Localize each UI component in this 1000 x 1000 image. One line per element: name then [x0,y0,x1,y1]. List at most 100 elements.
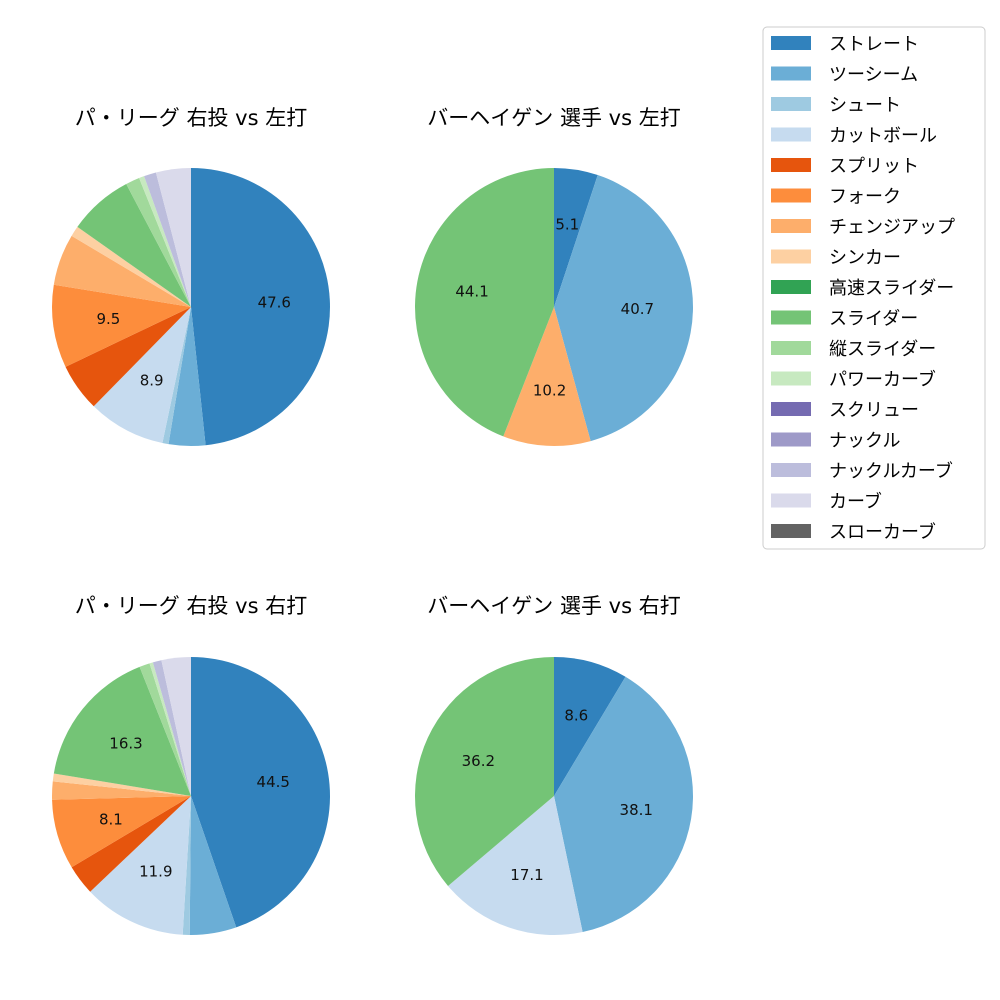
pie-slice-label: 11.9 [139,863,172,881]
pie-charts: パ・リーグ 右投 vs 左打 47.6 8.9 9.5 バーヘイゲン 選手 vs 左打 5… [51,106,694,936]
legend-label: ナックルカーブ [829,460,953,482]
legend-label: カットボール [829,126,937,147]
pie-chart-3: パ・リーグ 右投 vs 右打 44.5 11.9 8.1 16.3 [51,594,331,935]
pie-slice [90,796,191,935]
legend-item: スプリット [771,156,919,177]
pie-slice-label: 8.9 [140,372,164,390]
legend-swatch [771,127,811,142]
pie-slice [161,657,191,796]
pie-slice [52,796,192,868]
legend-swatch [771,249,811,264]
pie-slice-label: 44.5 [257,773,290,791]
legend-swatch [771,66,811,81]
legend: ストレートツーシームシュートカットボールスプリットフォークチェンジアップシンカー… [762,26,986,550]
legend-items: ストレートツーシームシュートカットボールスプリットフォークチェンジアップシンカー… [771,34,955,543]
pie-slice [168,307,206,446]
legend-label: スクリュー [829,400,919,421]
pie-slice [152,660,191,796]
pie-slice [554,657,626,796]
legend-label: ツーシーム [829,65,918,86]
legend-label: シンカー [829,248,901,269]
legend-item: フォーク [771,187,901,208]
pie-slice [191,657,331,928]
legend-label: 高速スライダー [829,278,954,299]
pie-slice-label: 16.3 [109,735,142,753]
pie-slice [162,307,191,445]
legend-label: フォーク [829,187,901,208]
legend-item: シュート [771,95,901,116]
pie-slice [415,657,554,886]
legend-item: チェンジアップ [771,217,955,238]
pie-slice [139,663,191,796]
legend-item: ナックルカーブ [771,460,953,482]
pie-slice-label: 17.1 [510,866,543,884]
legend-label: カーブ [829,491,882,513]
pie-slice [414,168,554,437]
legend-swatch [771,341,811,355]
legend-swatch [771,158,811,172]
legend-label: スプリット [829,156,919,177]
legend-swatch [771,463,811,477]
pie-slice [554,175,693,442]
pie-slice [93,307,191,444]
pie-slice [149,662,191,796]
legend-item: スライダー [771,309,918,330]
legend-item: ツーシーム [771,65,918,86]
legend-swatch [771,432,811,447]
legend-item: スローカーブ [771,521,936,543]
pie-slice [71,796,191,892]
pie-slice-label: 9.5 [97,310,121,328]
pie-slice [65,307,191,407]
pie-chart-1: パ・リーグ 右投 vs 左打 47.6 8.9 9.5 [51,106,331,446]
pie-slice [189,796,237,935]
legend-item: カットボール [771,126,937,147]
legend-swatch [771,36,811,50]
pie-slice [77,184,191,307]
pie-slice [554,676,694,933]
legend-item: ストレート [771,34,919,55]
pie-slice-label: 38.1 [620,801,653,819]
legend-swatch [771,280,811,294]
pie-title: パ・リーグ 右投 vs 左打 [75,106,307,130]
legend-swatch [771,493,811,508]
pie-slice-label: 5.1 [555,216,579,234]
legend-label: スローカーブ [829,521,936,543]
legend-label: パワーカーブ [829,369,936,391]
legend-label: シュート [829,95,901,116]
pie-slice [448,796,583,936]
pie-title: バーヘイゲン 選手 vs 左打 [427,106,680,130]
legend-frame [762,26,986,550]
pie-slice [144,172,191,307]
pie-slice-label: 10.2 [533,381,566,399]
pie-title: パ・リーグ 右投 vs 右打 [75,594,307,618]
pie-slice-label: 47.6 [258,294,291,312]
pie-slice [503,307,591,446]
pie-slice-label: 8.1 [99,810,123,828]
pie-slice [71,226,191,307]
legend-label: チェンジアップ [829,217,955,238]
legend-swatch [771,402,811,416]
pie-chart-4: バーヘイゲン 選手 vs 右打 8.6 38.1 17.1 36.2 [415,594,694,936]
pie-slice [53,666,192,796]
pie-slice-label: 8.6 [564,707,588,725]
pie-slice [53,235,191,307]
legend-item: 縦スライダー [771,339,936,360]
legend-swatch [771,219,811,233]
legend-label: ストレート [829,34,919,55]
legend-swatch [771,97,811,111]
legend-swatch [771,524,811,538]
pie-slice [51,781,191,800]
pie-slice [126,178,191,307]
pie-slice [52,773,191,796]
pie-slice [182,796,191,935]
pie-slice [51,284,191,367]
pie-slice [191,168,331,446]
legend-swatch [771,188,811,203]
pie-slice [139,176,191,307]
pie-title: バーヘイゲン 選手 vs 右打 [427,594,680,618]
pie-slice-label: 44.1 [455,283,488,301]
legend-label: ナックル [829,431,900,452]
legend-item: スクリュー [771,400,919,421]
pie-chart-2: バーヘイゲン 選手 vs 左打 5.1 40.7 10.2 44.1 [414,106,693,446]
legend-label: 縦スライダー [829,339,936,360]
